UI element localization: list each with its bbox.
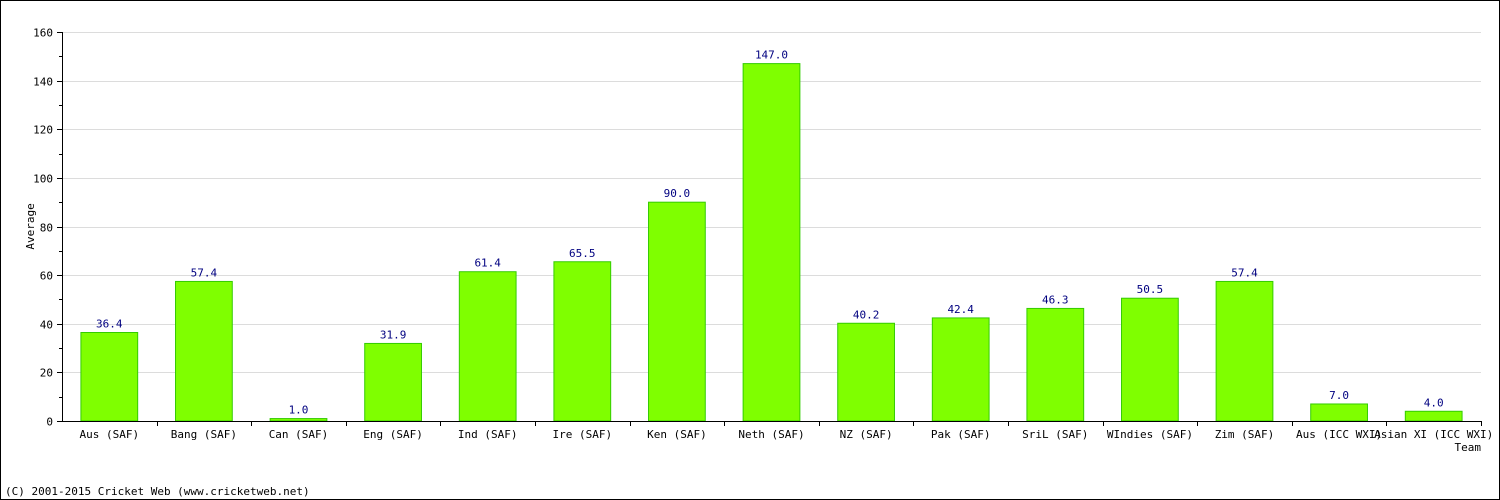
y-axis-title: Average bbox=[24, 203, 37, 249]
y-tick-label: 40 bbox=[40, 319, 53, 332]
data-label: 147.0 bbox=[755, 49, 788, 62]
data-label: 61.4 bbox=[474, 257, 501, 270]
bar bbox=[931, 317, 990, 422]
data-label: 36.4 bbox=[96, 318, 123, 331]
bar bbox=[1121, 297, 1179, 422]
bar bbox=[458, 271, 517, 422]
y-tick-label: 0 bbox=[46, 416, 53, 429]
y-tick-label: 60 bbox=[40, 270, 53, 283]
x-tick-label: Eng (SAF) bbox=[363, 428, 423, 441]
y-tick-label: 160 bbox=[33, 27, 53, 40]
bar bbox=[742, 63, 801, 422]
y-tick-label: 20 bbox=[40, 367, 53, 380]
data-label: 42.4 bbox=[947, 303, 974, 316]
x-tick-label: Bang (SAF) bbox=[171, 428, 237, 441]
data-label: 4.0 bbox=[1424, 396, 1444, 409]
x-tick-label: Ire (SAF) bbox=[552, 428, 612, 441]
x-tick-label: Aus (SAF) bbox=[79, 428, 139, 441]
x-tick-label: Ind (SAF) bbox=[458, 428, 518, 441]
x-axis-title: Team bbox=[1455, 441, 1482, 454]
data-label: 65.5 bbox=[569, 247, 596, 260]
x-tick-label: Neth (SAF) bbox=[738, 428, 804, 441]
bar bbox=[1404, 410, 1463, 422]
bar bbox=[269, 418, 328, 422]
data-label: 50.5 bbox=[1137, 283, 1164, 296]
data-label: 31.9 bbox=[380, 328, 407, 341]
bar bbox=[364, 342, 422, 422]
data-label: 40.2 bbox=[853, 308, 880, 321]
bar bbox=[648, 201, 706, 422]
data-label: 90.0 bbox=[664, 187, 691, 200]
x-tick-label: Asian XI (ICC WXI) bbox=[1374, 428, 1493, 441]
y-tick-label: 80 bbox=[40, 222, 53, 235]
x-tick-label: WIndies (SAF) bbox=[1107, 428, 1193, 441]
axes bbox=[57, 32, 1482, 426]
bar bbox=[1026, 307, 1085, 422]
bar bbox=[175, 280, 233, 422]
x-tick-label: Aus (ICC WXI) bbox=[1296, 428, 1382, 441]
bar bbox=[553, 261, 612, 422]
y-tick-label: 100 bbox=[33, 173, 53, 186]
bar bbox=[80, 332, 139, 422]
bar bbox=[1310, 403, 1368, 422]
x-tick-label: Can (SAF) bbox=[269, 428, 329, 441]
data-label: 57.4 bbox=[1231, 266, 1258, 279]
x-tick-label: NZ (SAF) bbox=[840, 428, 893, 441]
bar bbox=[837, 322, 895, 422]
y-tick-label: 120 bbox=[33, 124, 53, 137]
x-tick-label: SriL (SAF) bbox=[1022, 428, 1088, 441]
bars bbox=[80, 63, 1463, 422]
bar bbox=[1215, 280, 1274, 422]
x-tick-label: Pak (SAF) bbox=[931, 428, 991, 441]
data-label: 7.0 bbox=[1329, 389, 1349, 402]
tick-labels: 0 20 40 60 80 100 120 140 160 36.4 Aus (SAF) 57.4 Ba… bbox=[33, 27, 1493, 442]
data-label: 46.3 bbox=[1042, 293, 1069, 306]
x-tick-label: Zim (SAF) bbox=[1215, 428, 1275, 441]
y-tick-label: 140 bbox=[33, 76, 53, 89]
x-tick-label: Ken (SAF) bbox=[647, 428, 707, 441]
copyright-footer: (C) 2001-2015 Cricket Web (www.cricketwe… bbox=[5, 485, 310, 498]
data-label: 1.0 bbox=[289, 404, 309, 417]
data-label: 57.4 bbox=[191, 266, 218, 279]
